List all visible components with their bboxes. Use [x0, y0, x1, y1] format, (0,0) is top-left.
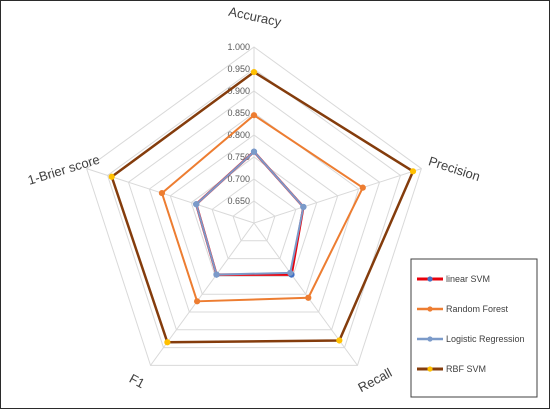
data-point — [108, 173, 115, 180]
legend-entry: RBF SVM — [446, 364, 486, 374]
legend-entry: linear SVM — [446, 274, 490, 284]
series-line — [195, 150, 305, 276]
data-point — [158, 189, 166, 197]
data-point — [250, 112, 258, 119]
series-line — [195, 150, 305, 276]
legend-marker — [427, 276, 433, 282]
grid-ring — [211, 178, 297, 260]
data-point — [194, 298, 201, 305]
tick-label: 0.650 — [227, 196, 250, 206]
axis-label: F1 — [127, 371, 147, 391]
grid-ring — [232, 200, 276, 242]
grid-ring — [127, 90, 381, 331]
legend-marker — [427, 336, 433, 342]
data-point — [164, 339, 171, 346]
series-line — [110, 70, 415, 344]
data-point — [193, 201, 200, 208]
legend: linear SVM Random Forest Logistic Regressi… — [410, 258, 538, 398]
axis-label: Precision — [427, 153, 482, 184]
axis-spoke — [253, 168, 422, 224]
grid-ring — [148, 112, 360, 313]
legend-marker — [427, 306, 433, 312]
axis-spokes — [86, 47, 422, 366]
grid-ring — [169, 134, 339, 295]
legend-entry: Logistic Regression — [446, 334, 525, 344]
data-point — [287, 269, 294, 276]
legend-entry: Random Forest — [446, 304, 509, 314]
data-point — [213, 271, 220, 278]
tick-label: 0.950 — [227, 64, 250, 74]
grid-ring — [106, 68, 402, 349]
data-point — [336, 337, 343, 344]
legend-marker — [427, 366, 433, 372]
grid-ring — [190, 156, 318, 277]
series-line — [160, 114, 364, 303]
grid-ring — [86, 46, 422, 366]
legend-box — [410, 258, 538, 398]
series-group — [108, 68, 417, 346]
data-point — [359, 184, 366, 191]
tick-label: 0.700 — [227, 174, 250, 184]
data-point — [305, 294, 312, 301]
tick-labels: 1.000 0.950 0.900 0.850 0.800 0.750 0.700 0.650 — [227, 42, 250, 206]
tick-label: 0.900 — [227, 86, 250, 96]
tick-label: 0.750 — [227, 152, 250, 162]
tick-label: 0.800 — [227, 130, 250, 140]
data-point — [300, 203, 307, 211]
data-point — [250, 148, 258, 155]
tick-label: 0.850 — [227, 108, 250, 118]
data-point — [250, 68, 258, 76]
tick-label: 1.000 — [227, 42, 250, 52]
axis-label: Recall — [355, 365, 394, 395]
axis-label: Accuracy — [227, 4, 283, 30]
data-point — [409, 168, 417, 175]
grid-rings — [86, 46, 422, 366]
